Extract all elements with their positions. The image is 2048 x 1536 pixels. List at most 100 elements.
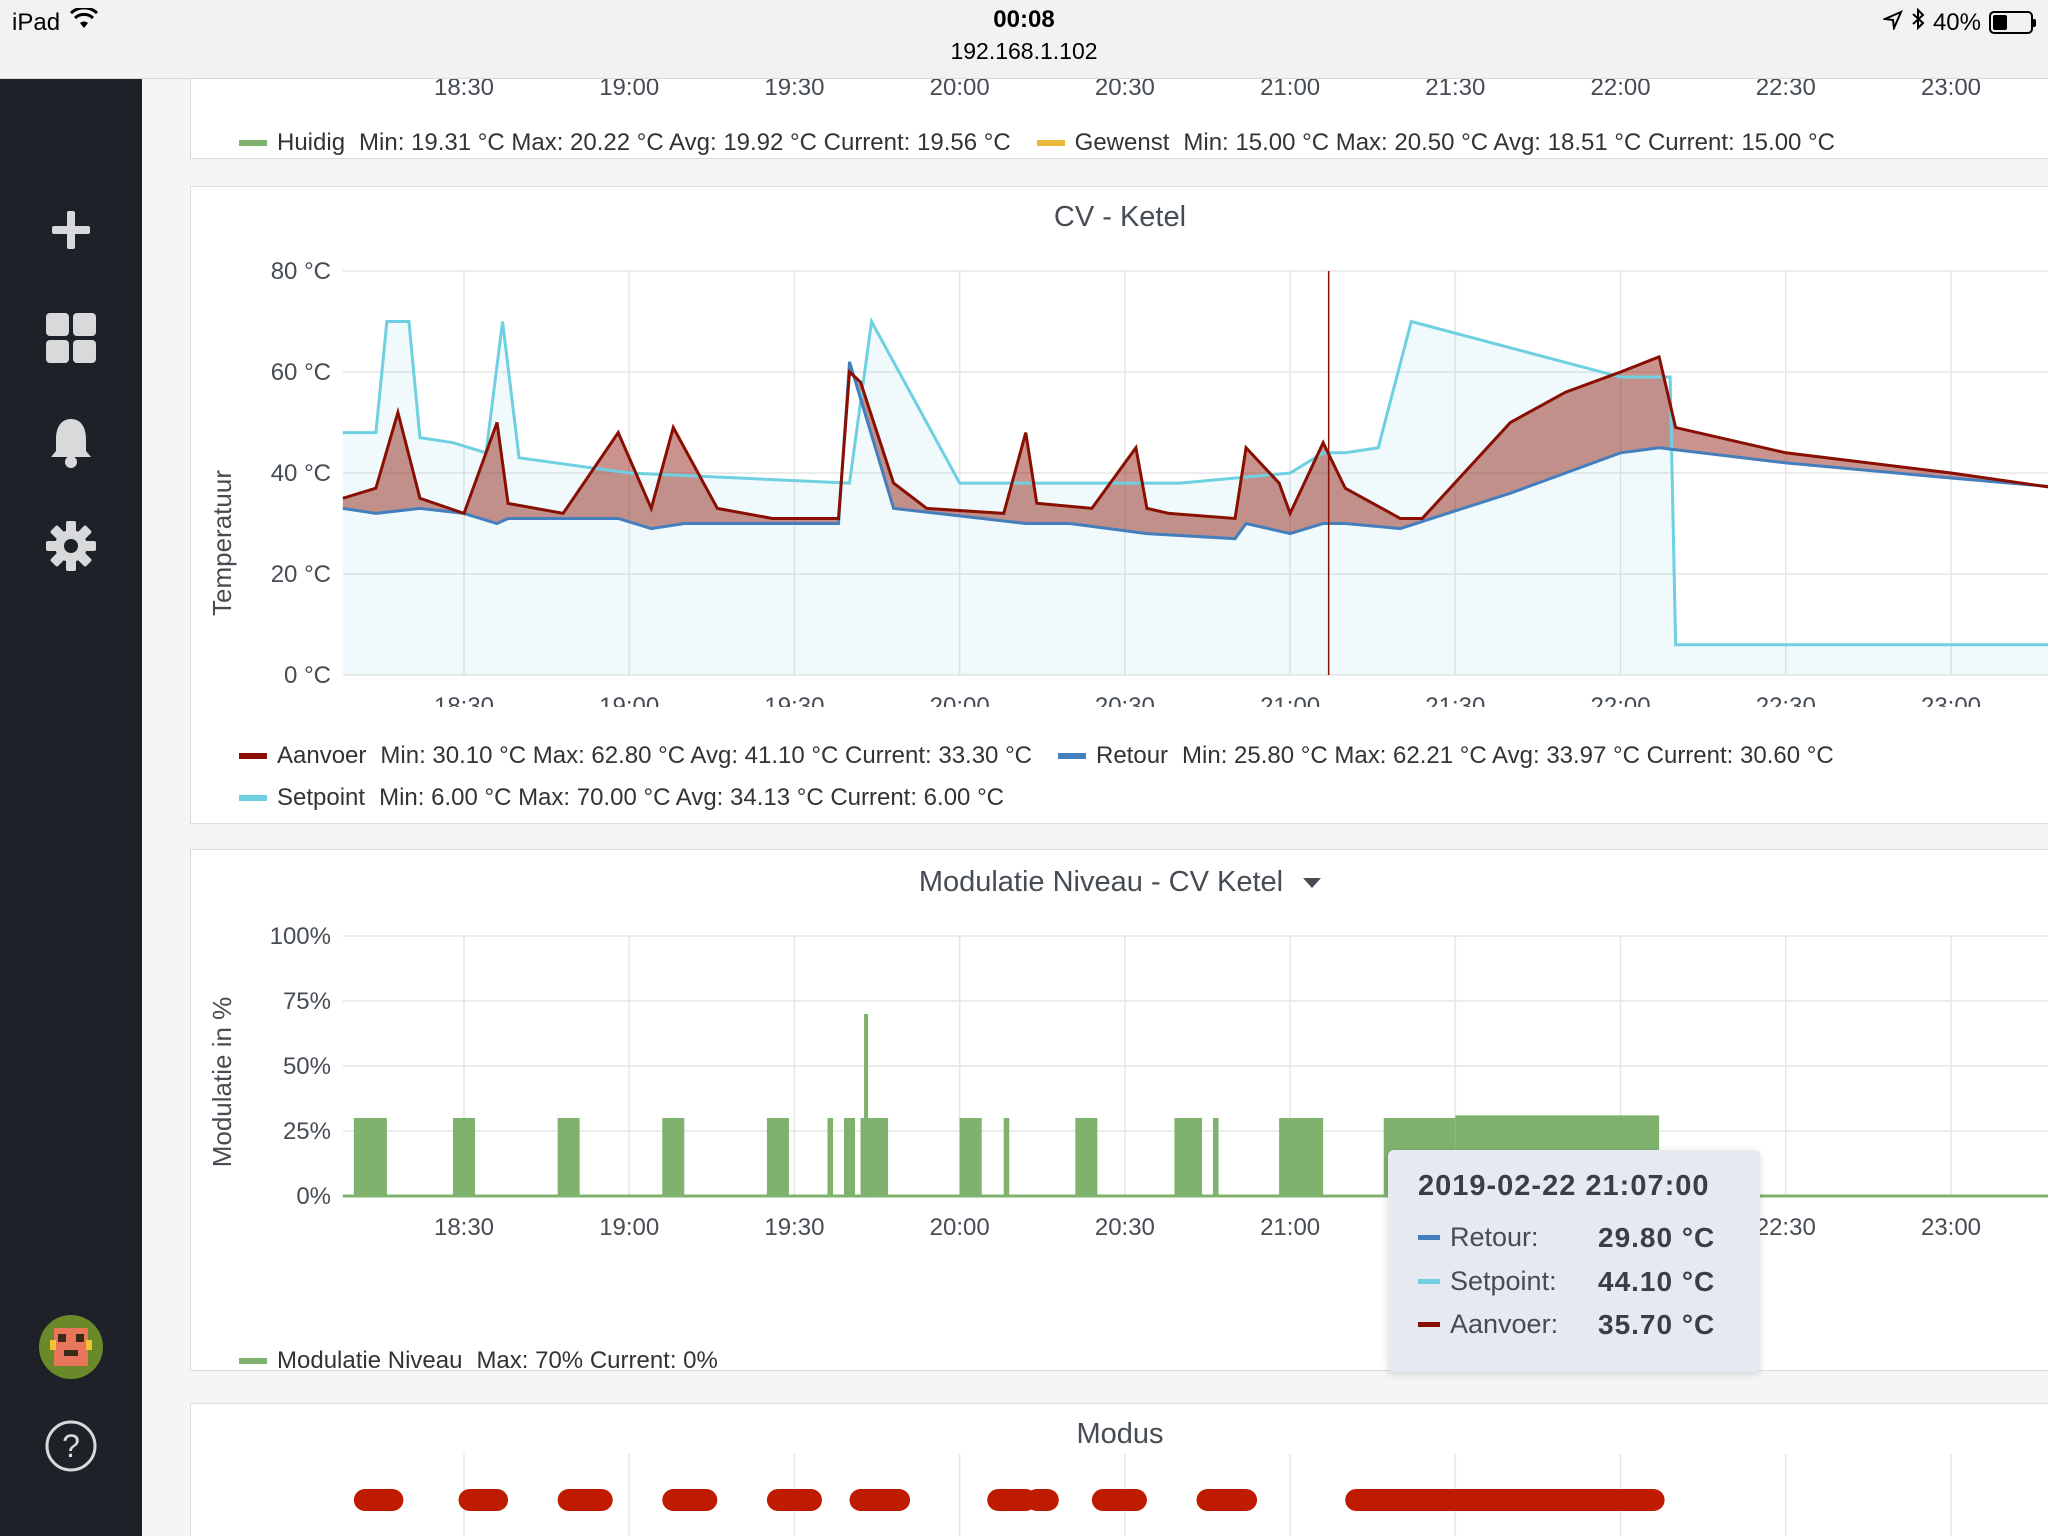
top-x-tick-label: 23:00 — [1921, 79, 1981, 101]
legend-huidig[interactable]: Huidig Min: 19.31 °C Max: 20.22 °C Avg: 1… — [239, 129, 1011, 157]
mod-x-tick-label: 20:00 — [930, 1214, 990, 1241]
mod-x-tick-label: 21:00 — [1260, 1214, 1320, 1241]
modulatie-bar[interactable] — [844, 1118, 856, 1196]
modus-chart[interactable] — [191, 1404, 2048, 1536]
modulatie-bar[interactable] — [662, 1118, 685, 1196]
cv-x-tick-label: 22:00 — [1591, 693, 1651, 707]
gear-icon[interactable] — [44, 519, 98, 573]
top-x-tick-label: 19:00 — [599, 79, 659, 101]
cv-y-tick-label: 40 °C — [271, 460, 331, 487]
series-line-retour[interactable] — [342, 361, 2048, 541]
cv-x-tick-label: 19:00 — [599, 693, 659, 707]
modulatie-bar[interactable] — [766, 1118, 789, 1196]
panel-title-modus[interactable]: Modus — [1076, 1418, 1164, 1450]
cv-x-tick-label: 21:30 — [1425, 693, 1485, 707]
top-legend: Huidig Min: 19.31 °C Max: 20.22 °C Avg: 1… — [239, 120, 1861, 160]
cv-x-tick-label: 20:30 — [1095, 693, 1155, 707]
cv-x-tick-label: 22:30 — [1756, 693, 1816, 707]
chevron-down-icon[interactable] — [1303, 878, 1322, 889]
legend-gewenst[interactable]: Gewenst Min: 15.00 °C Max: 20.50 °C Avg: … — [1036, 129, 1835, 157]
modulatie-bar[interactable] — [353, 1118, 387, 1196]
battery-icon — [1989, 11, 2036, 34]
bell-icon[interactable] — [48, 415, 94, 469]
modulatie-bar[interactable] — [1174, 1118, 1202, 1196]
aanvoer-retour-band — [342, 356, 2048, 539]
mod-x-tick-label: 19:30 — [764, 1214, 824, 1241]
modulatie-bar[interactable] — [452, 1118, 476, 1196]
help-icon[interactable]: ? — [44, 1419, 98, 1473]
status-right: 40% — [1881, 7, 2036, 37]
panel-title[interactable]: CV - Ketel — [1053, 201, 1187, 233]
cv-y-tick-label: 0 °C — [284, 662, 331, 689]
tooltip-value-retour: 29.80 °C — [1598, 1222, 1716, 1253]
mod-x-tick-label: 19:00 — [599, 1214, 659, 1241]
status-left: iPad — [12, 6, 99, 37]
modulatie-bar[interactable] — [1213, 1118, 1219, 1196]
modulatie-peak[interactable] — [864, 1014, 869, 1196]
tooltip-row-retour: Retour: — [1418, 1222, 1539, 1253]
mod-y-tick-label: 75% — [283, 988, 331, 1015]
avatar[interactable] — [38, 1314, 104, 1380]
cv-y-tick-label: 60 °C — [271, 359, 331, 386]
top-x-tick-label: 21:30 — [1425, 79, 1485, 101]
mod-x-tick-label: 23:00 — [1921, 1214, 1981, 1241]
top-x-tick-label: 20:30 — [1095, 79, 1155, 101]
sidebar: ? — [0, 79, 142, 1536]
mod-legend: Modulatie Niveau Max: 70% Current: 0% — [239, 1342, 744, 1370]
series-line-aanvoer[interactable] — [342, 354, 2048, 521]
top-x-axis: 18:30 19:00 19:30 20:00 20:30 21:00 21:30 22:00… — [434, 79, 1981, 101]
top-x-tick-label: 22:30 — [1756, 79, 1816, 101]
modulatie-bar[interactable] — [1003, 1118, 1010, 1196]
y-axis-label: Temperatuur — [207, 470, 237, 616]
cv-x-tick-label: 20:00 — [930, 693, 990, 707]
wifi-icon — [70, 6, 99, 37]
cv-x-tick-label: 19:30 — [764, 693, 824, 707]
panel-modus: Modus — [190, 1403, 2048, 1536]
modulatie-bar[interactable] — [827, 1118, 833, 1196]
mod-x-tick-label: 22:30 — [1756, 1214, 1816, 1241]
legend-retour[interactable]: Retour Min: 25.80 °C Max: 62.21 °C Avg: 3… — [1058, 742, 1834, 770]
modulatie-bar[interactable] — [959, 1118, 982, 1196]
mod-y-tick-label: 25% — [283, 1118, 331, 1145]
modulatie-bar[interactable] — [1075, 1118, 1098, 1196]
clock: 00:08 — [993, 6, 1055, 33]
status-center: 00:08 192.168.1.102 — [0, 6, 2048, 65]
legend-modulatie[interactable]: Modulatie Niveau Max: 70% Current: 0% — [239, 1347, 718, 1370]
battery-percent: 40% — [1932, 8, 1981, 36]
series-line-setpoint[interactable] — [342, 316, 2048, 647]
location-icon — [1881, 9, 1903, 37]
url-label[interactable]: 192.168.1.102 — [950, 38, 1098, 64]
top-x-tick-label: 18:30 — [434, 79, 494, 101]
device-name: iPad — [12, 8, 61, 36]
modulatie-bar[interactable] — [1279, 1118, 1324, 1196]
panel-cv-ketel: CV - Ketel 0 °C 20 °C 40 °C 60 °C 80 °C 18:3… — [190, 186, 2048, 824]
dashboard-grid-icon[interactable] — [44, 311, 98, 365]
plus-icon[interactable] — [50, 209, 92, 251]
tooltip-time: 2019-02-22 21:07:00 — [1418, 1170, 1710, 1202]
modulatie-bar[interactable] — [557, 1118, 580, 1196]
mod-y-tick-label: 100% — [270, 923, 331, 950]
mod-y-tick-label: 50% — [283, 1053, 331, 1080]
mod-x-tick-label: 18:30 — [434, 1214, 494, 1241]
cv-legend: Aanvoer Min: 30.10 °C Max: 62.80 °C Avg: … — [239, 735, 1860, 823]
mod-x-tick-label: 20:30 — [1095, 1214, 1155, 1241]
cv-x-tick-label: 23:00 — [1921, 693, 1981, 707]
cv-chart[interactable]: 0 °C 20 °C 40 °C 60 °C 80 °C 18:30 19:00 19:30… — [191, 187, 2048, 707]
top-x-tick-label: 21:00 — [1260, 79, 1320, 101]
panel-room-temperature: 18:30 19:00 19:30 20:00 20:30 21:00 21:30 22:00… — [190, 79, 2048, 159]
cv-x-tick-label: 18:30 — [434, 693, 494, 707]
mod-y-tick-label: 0% — [296, 1183, 331, 1210]
legend-aanvoer[interactable]: Aanvoer Min: 30.10 °C Max: 62.80 °C Avg: … — [239, 742, 1032, 770]
top-x-tick-label: 19:30 — [764, 79, 824, 101]
top-x-tick-label: 22:00 — [1591, 79, 1651, 101]
cv-y-tick-label: 20 °C — [271, 561, 331, 588]
legend-setpoint[interactable]: Setpoint Min: 6.00 °C Max: 70.00 °C Avg: … — [239, 784, 1004, 812]
tooltip-row-setpoint: Setpoint: — [1418, 1266, 1557, 1297]
modulatie-chart[interactable]: 0% 25% 50% 75% 100% 18:30 19:00 19:30 20:00 20:3… — [191, 850, 2048, 1290]
y-axis-label: Modulatie in % — [207, 997, 237, 1168]
chart-tooltip: 2019-02-22 21:07:00 Retour: Setpoint: Aa… — [1388, 1150, 1760, 1372]
setpoint-area — [342, 321, 2048, 675]
tooltip-value-setpoint: 44.10 °C — [1598, 1266, 1716, 1297]
panel-title-modulatie[interactable]: Modulatie Niveau - CV Ketel — [191, 866, 2048, 899]
dashboard-content: 18:30 19:00 19:30 20:00 20:30 21:00 21:30 22:00… — [142, 79, 2048, 1536]
